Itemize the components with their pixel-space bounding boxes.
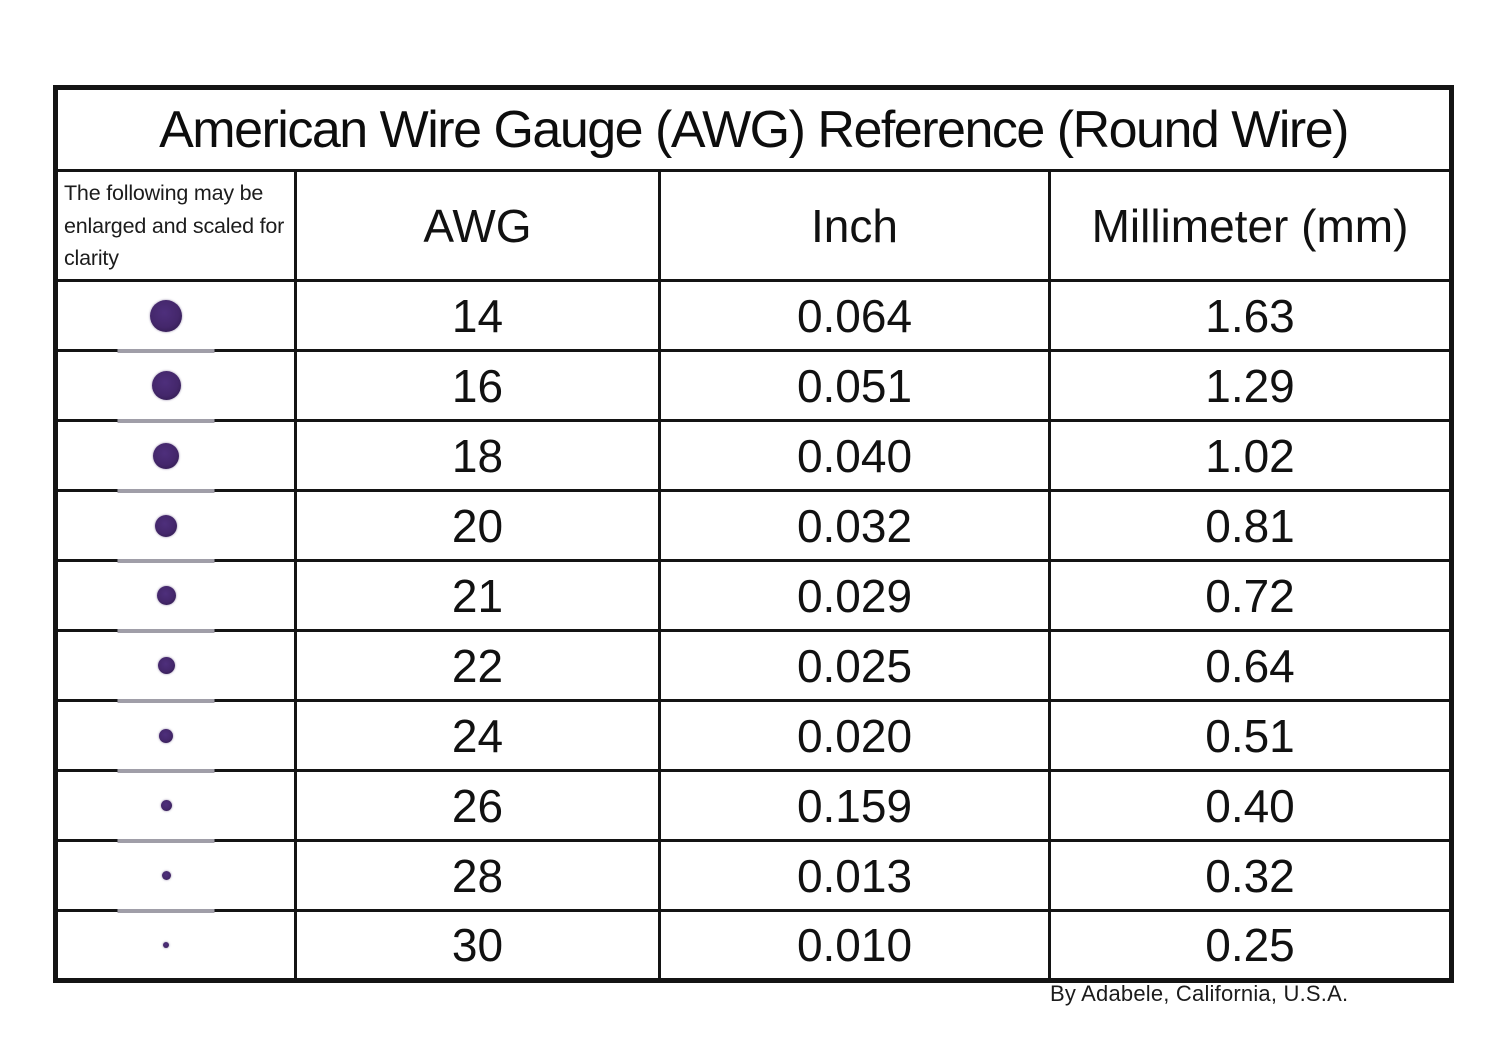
awg-value: 20 [294,489,661,563]
wire-size-dot-cell [54,559,297,633]
dot-underline [117,628,215,633]
wire-size-dot-cell [54,839,297,913]
awg-value: 24 [294,699,661,773]
wire-size-dot-cell [54,489,297,563]
table-row: 18 0.040 1.02 [54,419,1453,493]
dot-underline [117,418,215,423]
table-row: 14 0.064 1.63 [54,279,1453,353]
column-header-awg: AWG [294,168,661,283]
inch-value: 0.010 [658,909,1051,983]
wire-size-dot-cell [54,279,297,353]
mm-value: 0.40 [1048,769,1453,843]
wire-size-dot-cell [54,769,297,843]
mm-value: 0.64 [1048,629,1453,703]
wire-dot-icon [159,728,173,743]
wire-size-dot-cell [54,909,297,983]
header-row: The following may be enlarged and scaled… [54,168,1453,283]
awg-value: 28 [294,839,661,913]
mm-value: 1.29 [1048,349,1453,423]
wire-dot-icon [150,299,182,332]
mm-value: 1.02 [1048,419,1453,493]
dot-underline [117,768,215,773]
dot-underline [117,838,215,843]
awg-value: 22 [294,629,661,703]
inch-value: 0.029 [658,559,1051,633]
mm-value: 0.25 [1048,909,1453,983]
inch-value: 0.032 [658,489,1051,563]
wire-size-dot-cell [54,419,297,493]
wire-dot-icon [160,800,172,812]
dot-underline [117,488,215,493]
awg-value: 18 [294,419,661,493]
wire-dot-icon [157,657,175,675]
wire-dot-icon [156,586,176,606]
awg-value: 16 [294,349,661,423]
awg-reference-table: American Wire Gauge (AWG) Reference (Rou… [53,85,1454,984]
wire-size-dot-cell [54,699,297,773]
table-row: 20 0.032 0.81 [54,489,1453,563]
wire-size-dot-cell [54,349,297,423]
wire-dot-icon [153,442,179,469]
inch-value: 0.013 [658,839,1051,913]
table-row: 21 0.029 0.72 [54,559,1453,633]
inch-value: 0.064 [658,279,1051,353]
table-row: 26 0.159 0.40 [54,769,1453,843]
wire-size-dot-cell [54,629,297,703]
table-row: 16 0.051 1.29 [54,349,1453,423]
credit-text: By Adabele, California, U.S.A. [1050,981,1349,1006]
column-header-inch: Inch [658,168,1051,283]
awg-value: 30 [294,909,661,983]
mm-value: 0.32 [1048,839,1453,913]
mm-value: 0.51 [1048,699,1453,773]
page-title: American Wire Gauge (AWG) Reference (Rou… [54,86,1453,172]
dot-underline [117,698,215,703]
mm-value: 0.72 [1048,559,1453,633]
column-header-mm: Millimeter (mm) [1048,168,1453,283]
dot-underline [117,908,215,913]
wire-dot-icon [161,871,171,881]
mm-value: 1.63 [1048,279,1453,353]
inch-value: 0.025 [658,629,1051,703]
inch-value: 0.159 [658,769,1051,843]
awg-value: 21 [294,559,661,633]
dot-underline [117,348,215,353]
table-row: 28 0.013 0.32 [54,839,1453,913]
wire-dot-icon [155,514,177,537]
table-row: 24 0.020 0.51 [54,699,1453,773]
awg-value: 14 [294,279,661,353]
mm-value: 0.81 [1048,489,1453,563]
inch-value: 0.051 [658,349,1051,423]
inch-value: 0.040 [658,419,1051,493]
title-row: American Wire Gauge (AWG) Reference (Rou… [54,86,1453,172]
wire-dot-icon [151,371,181,401]
awg-value: 26 [294,769,661,843]
table-row: 22 0.025 0.64 [54,629,1453,703]
wire-dot-icon [163,942,169,949]
inch-value: 0.020 [658,699,1051,773]
scale-note: The following may be enlarged and scaled… [54,168,297,283]
dot-underline [117,558,215,563]
table-row: 30 0.010 0.25 [54,909,1453,983]
